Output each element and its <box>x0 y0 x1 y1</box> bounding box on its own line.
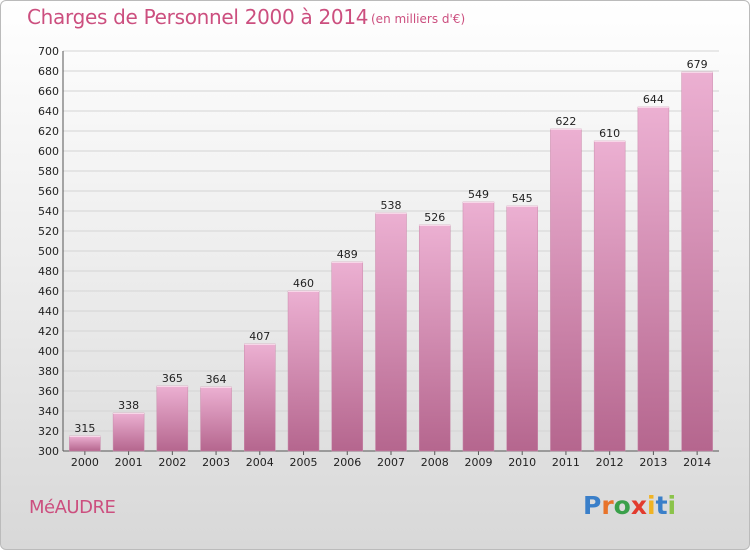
data-label: 526 <box>424 211 445 224</box>
bar <box>637 106 670 452</box>
logo-letter: i <box>647 491 656 520</box>
y-tick-label: 700 <box>38 45 59 58</box>
y-tick-label: 380 <box>38 365 59 378</box>
bar <box>681 71 713 452</box>
y-tick-label: 620 <box>38 125 59 138</box>
data-label: 489 <box>337 248 358 261</box>
data-label: 460 <box>293 277 314 290</box>
y-tick-label: 480 <box>38 265 59 278</box>
commune-name: MéAUDRE <box>29 497 116 518</box>
data-label: 545 <box>512 192 533 205</box>
data-label: 610 <box>599 127 620 140</box>
logo-letter: P <box>583 491 602 520</box>
bar <box>287 290 320 452</box>
data-label: 644 <box>643 93 664 106</box>
bar <box>244 343 276 452</box>
data-label: 365 <box>162 372 183 385</box>
bar <box>593 140 626 452</box>
x-tick-label: 2003 <box>202 456 230 469</box>
chart-title: Charges de Personnel 2000 à 2014 <box>27 5 369 29</box>
logo-letter: t <box>655 491 668 520</box>
data-label: 407 <box>249 330 270 343</box>
bar <box>200 386 232 452</box>
bar <box>375 212 407 452</box>
bar <box>331 261 364 452</box>
y-tick-label: 660 <box>38 85 59 98</box>
y-tick-label: 400 <box>38 345 59 358</box>
y-tick-label: 520 <box>38 225 59 238</box>
x-tick-label: 2001 <box>115 456 143 469</box>
x-tick-label: 2004 <box>246 456 274 469</box>
y-tick-label: 540 <box>38 205 59 218</box>
bar <box>112 412 145 452</box>
data-label: 538 <box>381 199 402 212</box>
x-tick-label: 2002 <box>158 456 186 469</box>
y-tick-label: 440 <box>38 305 59 318</box>
y-tick-label: 420 <box>38 325 59 338</box>
x-tick-label: 2007 <box>377 456 405 469</box>
x-tick-label: 2010 <box>508 456 536 469</box>
y-tick-label: 360 <box>38 385 59 398</box>
bar <box>418 224 451 452</box>
logo-letter: x <box>630 491 647 520</box>
data-label: 549 <box>468 188 489 201</box>
bar <box>69 435 101 452</box>
y-tick-label: 680 <box>38 65 59 78</box>
y-tick-label: 560 <box>38 185 59 198</box>
bar <box>506 205 538 452</box>
data-label: 315 <box>74 422 95 435</box>
x-tick-label: 2000 <box>71 456 99 469</box>
y-tick-label: 320 <box>38 425 59 438</box>
y-tick-label: 340 <box>38 405 59 418</box>
x-tick-label: 2014 <box>683 456 711 469</box>
y-tick-label: 300 <box>38 445 59 458</box>
logo-letter: i <box>667 491 677 520</box>
y-tick-label: 500 <box>38 245 59 258</box>
bar <box>156 385 189 452</box>
logo-letter: r <box>601 491 614 520</box>
y-tick-label: 640 <box>38 105 59 118</box>
y-tick-label: 460 <box>38 285 59 298</box>
x-tick-label: 2005 <box>290 456 318 469</box>
y-tick-label: 600 <box>38 145 59 158</box>
proxiti-logo: Proxiti <box>583 491 676 520</box>
y-tick-label: 580 <box>38 165 59 178</box>
logo-letter: o <box>613 491 631 520</box>
data-label: 338 <box>118 399 139 412</box>
data-label: 622 <box>555 115 576 128</box>
x-tick-label: 2011 <box>552 456 580 469</box>
x-tick-label: 2013 <box>639 456 667 469</box>
bar <box>550 128 582 452</box>
bars <box>69 71 713 452</box>
data-label: 364 <box>206 373 227 386</box>
bar <box>462 201 495 452</box>
x-tick-label: 2009 <box>464 456 492 469</box>
chart-subtitle: (en milliers d'€) <box>371 12 466 26</box>
data-label: 679 <box>687 58 708 71</box>
x-tick-label: 2006 <box>333 456 361 469</box>
x-tick-label: 2008 <box>421 456 449 469</box>
x-tick-label: 2012 <box>596 456 624 469</box>
labels: 300 320 340 360 380 400 420 440 460 480 500 520 540 5… <box>38 45 711 469</box>
